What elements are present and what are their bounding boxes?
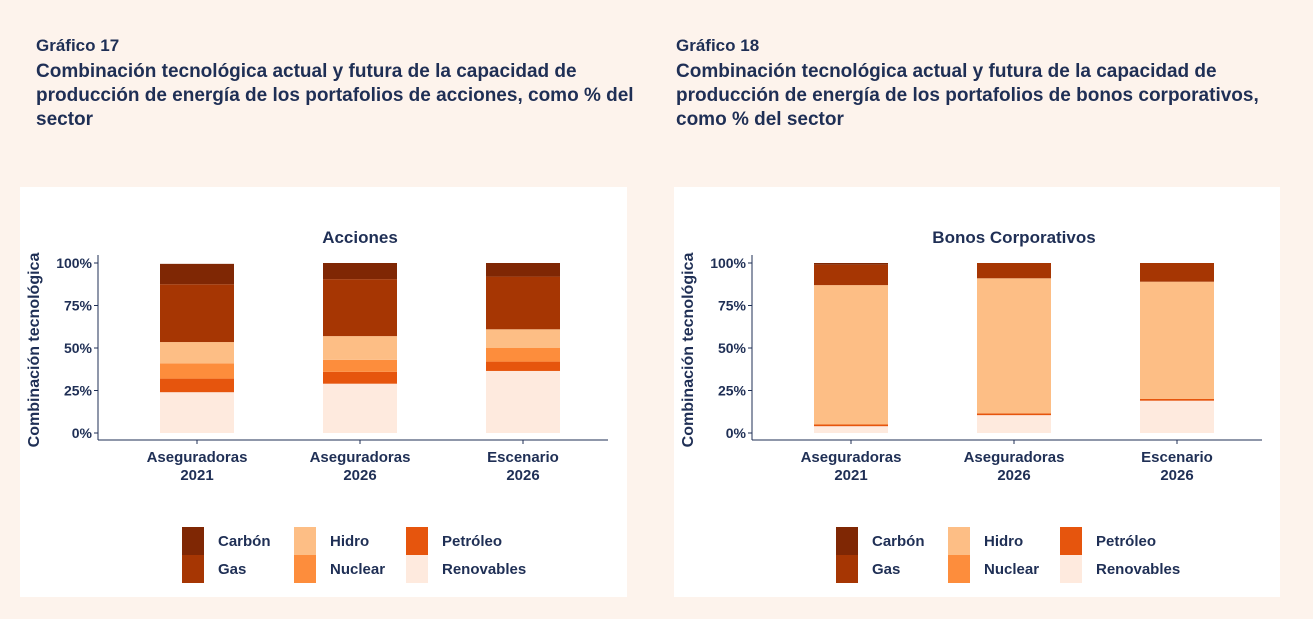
x-tick-label-line: Escenario — [487, 449, 559, 466]
bar-segment — [160, 342, 234, 364]
bar-segment — [1140, 263, 1214, 282]
x-tick-label: Aseguradoras 2021 — [801, 449, 902, 484]
bar-segment — [1140, 281, 1214, 399]
legend-swatch — [406, 527, 428, 555]
legend-swatch — [294, 527, 316, 555]
legend-swatch — [836, 555, 858, 583]
bar-segment — [977, 413, 1051, 416]
y-axis-label: Combinación tecnológica — [680, 253, 697, 448]
y-tick-label: 25% — [718, 383, 747, 399]
legend-label: Nuclear — [330, 561, 385, 578]
bar-segment — [814, 263, 888, 265]
legend-label: Hidro — [330, 533, 369, 550]
legend-swatch — [1060, 555, 1082, 583]
bar-segment — [977, 415, 1051, 433]
x-tick-label-line: Escenario — [1141, 449, 1213, 466]
y-tick-label: 50% — [718, 340, 747, 356]
legend-label: Renovables — [442, 561, 526, 578]
x-tick-label: Aseguradoras 2021 — [147, 449, 248, 484]
x-tick-label-line: Aseguradoras — [310, 449, 411, 466]
bar-segment — [323, 279, 397, 337]
legend-label: Gas — [872, 561, 900, 578]
bar-segment — [1140, 399, 1214, 401]
bar-segment — [977, 263, 1051, 279]
legend-label: Carbón — [218, 533, 271, 550]
bar-segment — [323, 336, 397, 360]
legend-label: Hidro — [984, 533, 1023, 550]
legend-swatch — [836, 527, 858, 555]
bar-segment — [486, 370, 560, 433]
bar-segment — [160, 392, 234, 433]
legend-swatch — [1060, 527, 1082, 555]
bar-segment — [977, 278, 1051, 414]
legend-label: Gas — [218, 561, 246, 578]
x-tick-label-line: 2026 — [343, 467, 376, 484]
x-tick-label-line: 2026 — [1160, 467, 1193, 484]
x-tick-label-line: 2026 — [506, 467, 539, 484]
bar-segment — [323, 371, 397, 384]
chart: Acciones Combinación tecnológica 0% 25% 50% 7… — [20, 187, 627, 597]
x-tick-label-line: Aseguradoras — [147, 449, 248, 466]
chart-title: Acciones — [322, 228, 398, 247]
y-tick-label: 25% — [64, 383, 93, 399]
y-tick-label: 0% — [726, 425, 747, 441]
bar-segment — [486, 276, 560, 330]
legend-label: Renovables — [1096, 561, 1180, 578]
y-tick-label: 0% — [72, 425, 93, 441]
legend-swatch — [182, 555, 204, 583]
y-axis-label: Combinación tecnológica — [26, 253, 43, 448]
bar-segment — [814, 426, 888, 433]
bar-segment — [160, 263, 234, 285]
legend-swatch — [948, 555, 970, 583]
legend-label: Nuclear — [984, 561, 1039, 578]
y-tick-label: 75% — [718, 298, 747, 314]
chart-title: Bonos Corporativos — [932, 228, 1095, 247]
x-tick-label-line: Aseguradoras — [801, 449, 902, 466]
chart: Bonos Corporativos Combinación tecnológic… — [674, 187, 1280, 597]
header: Gráfico 18 Combinación tecnológica actua… — [676, 34, 1276, 132]
x-tick-label-line: 2026 — [997, 467, 1030, 484]
y-tick-label: 100% — [56, 255, 92, 271]
x-tick-label-line: 2021 — [834, 467, 867, 484]
legend-swatch — [294, 555, 316, 583]
caption: Combinación tecnológica actual y futura … — [676, 61, 1259, 130]
x-tick-label-line: 2021 — [180, 467, 213, 484]
y-tick-label: 75% — [64, 298, 93, 314]
bar-segment — [160, 284, 234, 343]
x-tick-label: Aseguradoras 2026 — [964, 449, 1065, 484]
legend-swatch — [406, 555, 428, 583]
bar-segment — [323, 383, 397, 433]
figure-label: Gráfico 18 — [676, 36, 760, 55]
bar-segment — [1140, 400, 1214, 433]
legend-label: Petróleo — [442, 533, 502, 550]
y-tick-label: 50% — [64, 340, 93, 356]
header: Gráfico 17 Combinación tecnológica actua… — [36, 34, 636, 132]
figure-label: Gráfico 17 — [36, 36, 120, 55]
bar-segment — [814, 285, 888, 425]
y-tick-label: 100% — [710, 255, 746, 271]
bar-segment — [814, 424, 888, 427]
bar-segment — [160, 363, 234, 379]
x-tick-label-line: Aseguradoras — [964, 449, 1065, 466]
caption: Combinación tecnológica actual y futura … — [36, 61, 634, 130]
legend-swatch — [948, 527, 970, 555]
x-tick-label: Escenario 2026 — [1141, 449, 1213, 484]
x-tick-label: Escenario 2026 — [487, 449, 559, 484]
bar-segment — [486, 329, 560, 348]
bar-segment — [486, 361, 560, 371]
bar-segment — [323, 359, 397, 372]
bar-segment — [160, 378, 234, 393]
bar-segment — [486, 263, 560, 277]
bar-segment — [323, 263, 397, 280]
x-tick-label: Aseguradoras 2026 — [310, 449, 411, 484]
legend-label: Petróleo — [1096, 533, 1156, 550]
legend-swatch — [182, 527, 204, 555]
legend-label: Carbón — [872, 533, 925, 550]
bar-segment — [486, 348, 560, 362]
bar-segment — [814, 264, 888, 286]
